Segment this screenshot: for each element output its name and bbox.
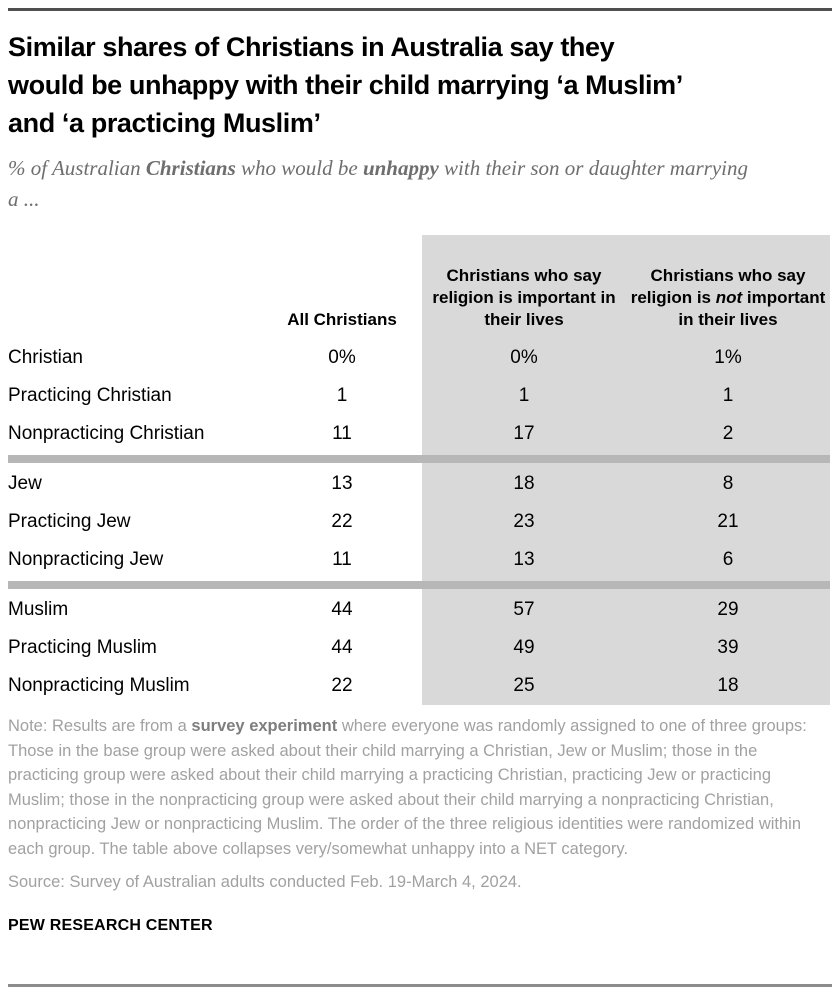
row-label: Christian — [8, 347, 83, 368]
top-rule — [8, 8, 832, 11]
data-cell: 13 — [513, 549, 535, 570]
data-table: All Christians Christians who say religi… — [8, 235, 830, 705]
data-cell: 17 — [513, 423, 535, 444]
column-header-religion-important: Christians who say religion is important… — [432, 266, 616, 329]
data-cell: 6 — [722, 549, 734, 570]
table-header-row: All Christians Christians who say religi… — [8, 235, 830, 339]
subtitle-emphasis-christians: Christians — [145, 156, 236, 180]
data-cell: 44 — [331, 599, 353, 620]
data-cell: 39 — [717, 637, 739, 658]
data-cell: 1 — [518, 385, 530, 406]
data-cell: 8 — [722, 473, 734, 494]
data-cell: 21 — [717, 511, 739, 532]
data-cell: 1% — [714, 347, 742, 368]
row-label: Nonpracticing Christian — [8, 423, 205, 444]
group-separator — [8, 453, 830, 465]
data-cell: 23 — [513, 511, 535, 532]
subtitle-text: with their son or daughter marrying a ..… — [8, 156, 748, 211]
data-cell: 13 — [331, 473, 353, 494]
table-row: Practicing Christian 1 1 1 — [8, 377, 830, 415]
data-cell: 11 — [332, 423, 352, 444]
data-cell: 57 — [513, 599, 535, 620]
data-cell: 22 — [331, 511, 353, 532]
note-text-post: where everyone was randomly assigned to … — [8, 717, 807, 858]
subtitle: % of Australian Christians who would be … — [8, 153, 748, 215]
row-label: Jew — [8, 473, 42, 494]
data-cell: 0% — [510, 347, 538, 368]
table-row: Practicing Jew 22 23 21 — [8, 503, 830, 541]
note-text: Note: Results are from a survey experime… — [8, 714, 828, 861]
data-cell: 22 — [331, 675, 353, 696]
subtitle-emphasis-unhappy: unhappy — [362, 156, 439, 180]
column-header-religion-not-important: Christians who say religion is not impor… — [630, 266, 826, 329]
data-cell: 18 — [717, 675, 739, 696]
row-label: Muslim — [8, 599, 69, 620]
subtitle-text: % of Australian — [8, 156, 146, 180]
data-cell: 2 — [722, 423, 734, 444]
table-row: Nonpracticing Muslim 22 25 18 — [8, 667, 830, 705]
header-spacer — [8, 235, 262, 339]
row-label: Practicing Muslim — [8, 637, 157, 658]
data-cell: 49 — [513, 637, 535, 658]
table-row: Jew 13 18 8 — [8, 465, 830, 503]
source-text: Source: Survey of Australian adults cond… — [8, 873, 522, 891]
table-row: Muslim 44 57 29 — [8, 591, 830, 629]
data-cell: 44 — [331, 637, 353, 658]
column-header-all-christians: All Christians — [287, 310, 397, 329]
table-row: Nonpracticing Jew 11 13 6 — [8, 541, 830, 579]
pew-research-center-wordmark: PEW RESEARCH CENTER — [8, 916, 213, 934]
data-cell: 25 — [513, 675, 535, 696]
column-shading — [422, 235, 830, 705]
data-cell: 11 — [332, 549, 352, 570]
data-cell: 1 — [336, 385, 348, 406]
table-row: Nonpracticing Christian 11 17 2 — [8, 415, 830, 453]
row-label: Nonpracticing Muslim — [8, 675, 190, 696]
bottom-rule — [8, 984, 832, 987]
data-cell: 18 — [513, 473, 535, 494]
group-separator — [8, 579, 830, 591]
page-title: Similar shares of Christians in Australi… — [8, 32, 683, 138]
row-label: Practicing Christian — [8, 385, 172, 406]
note-bold-survey-experiment: survey experiment — [191, 717, 338, 735]
table-row: Christian 0% 0% 1% — [8, 339, 830, 377]
data-cell: 1 — [722, 385, 734, 406]
group-separator-bar — [8, 455, 830, 463]
subtitle-text: who would be — [235, 156, 363, 180]
note-text-pre: Note: Results are from a — [8, 717, 192, 735]
data-cell: 0% — [328, 347, 356, 368]
row-label: Practicing Jew — [8, 511, 131, 532]
row-label: Nonpracticing Jew — [8, 549, 164, 570]
data-cell: 29 — [717, 599, 739, 620]
group-separator-bar — [8, 581, 830, 589]
table-row: Practicing Muslim 44 49 39 — [8, 629, 830, 667]
